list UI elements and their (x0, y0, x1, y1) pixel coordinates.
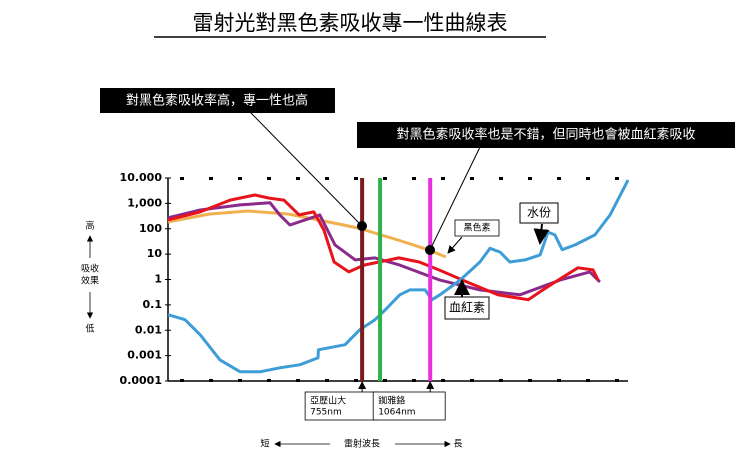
frame-tick (180, 177, 184, 180)
frame-tick (354, 379, 358, 382)
frame-tick (528, 177, 532, 180)
frame-tick (267, 177, 271, 180)
frame-tick (470, 177, 474, 180)
series-line (167, 201, 601, 297)
callout-box (357, 122, 735, 148)
y-tick-label: 0.1 (143, 298, 163, 311)
laser-label: 1064nm (378, 408, 415, 418)
melanin-label: 黑色素 (463, 222, 490, 234)
frame-tick (441, 177, 445, 180)
y-tick-label: 0.01 (135, 323, 162, 336)
y-tick-label: 100 (139, 222, 162, 235)
frame-tick (615, 379, 619, 382)
series-line (167, 193, 600, 302)
y-tick-label: 1,000 (127, 196, 162, 209)
callout-line (429, 146, 481, 251)
laser-label-box (372, 391, 446, 421)
plot-area: 0.0001 0.001 0.01 0.1 1 10 100 1,000 10.000 (120, 171, 630, 387)
frame-tick (383, 379, 387, 382)
frame-tick (238, 177, 242, 180)
frame-tick (586, 379, 590, 382)
label-box (454, 219, 500, 237)
y-axis-label: 效果 (81, 275, 99, 287)
hemoglobin-label: 血紅素 (449, 301, 485, 315)
y-tick-label: 0.0001 (120, 374, 162, 387)
frame-tick (441, 379, 445, 382)
arrow (533, 223, 550, 245)
y-tick-label: 10 (147, 247, 163, 260)
series-line (167, 179, 630, 374)
callout-dot (357, 221, 367, 231)
frame-tick (209, 177, 213, 180)
frame-tick (412, 379, 416, 382)
chart-title: 雷射光對黑色素吸收專一性曲線表 (193, 11, 508, 35)
frame-tick (209, 379, 213, 382)
y-axis-label: 吸收 (81, 263, 99, 275)
callout-line (249, 111, 363, 227)
frame-tick (586, 177, 590, 180)
frame-tick (528, 379, 532, 382)
callout-box (100, 88, 335, 113)
y-axis-label: 低 (85, 323, 94, 335)
x-axis-label: 雷射波長 (344, 438, 380, 450)
y-tick-label: 0.001 (127, 349, 162, 362)
frame-tick (499, 379, 503, 382)
frame-tick (238, 379, 242, 382)
series-line (167, 209, 447, 259)
laser-label: 亞歷山大 (310, 395, 346, 407)
laser-label: 銣雅鉻 (378, 395, 405, 407)
callout-text: 對黑色素吸收率高，專一性也高 (126, 93, 308, 109)
y-axis-label: 高 (85, 220, 94, 232)
y-tick-label: 1 (154, 273, 162, 286)
callout-text: 對黑色素吸收率也是不錯，但同時也會被血紅素吸收 (396, 127, 695, 143)
frame-tick (180, 379, 184, 382)
frame-tick (383, 177, 387, 180)
frame-tick (325, 177, 329, 180)
frame-tick (557, 177, 561, 180)
frame-tick (615, 177, 619, 180)
frame-tick (325, 379, 329, 382)
x-axis-label: 短 (260, 438, 269, 450)
label-box (444, 296, 490, 320)
frame-tick (267, 379, 271, 382)
frame-tick (412, 177, 416, 180)
water-label: 水份 (527, 206, 551, 220)
frame-tick (296, 177, 300, 180)
arrow (447, 236, 463, 254)
frame-tick (499, 177, 503, 180)
x-axis-label: 長 (453, 439, 462, 450)
frame-tick (470, 379, 474, 382)
frame-tick (296, 379, 300, 382)
callout-dot (425, 245, 435, 255)
laser-label: 755nm (310, 408, 342, 418)
frame-tick (354, 177, 358, 180)
label-box (519, 202, 559, 224)
y-tick-label: 10.000 (120, 171, 163, 184)
frame-tick (557, 379, 561, 382)
